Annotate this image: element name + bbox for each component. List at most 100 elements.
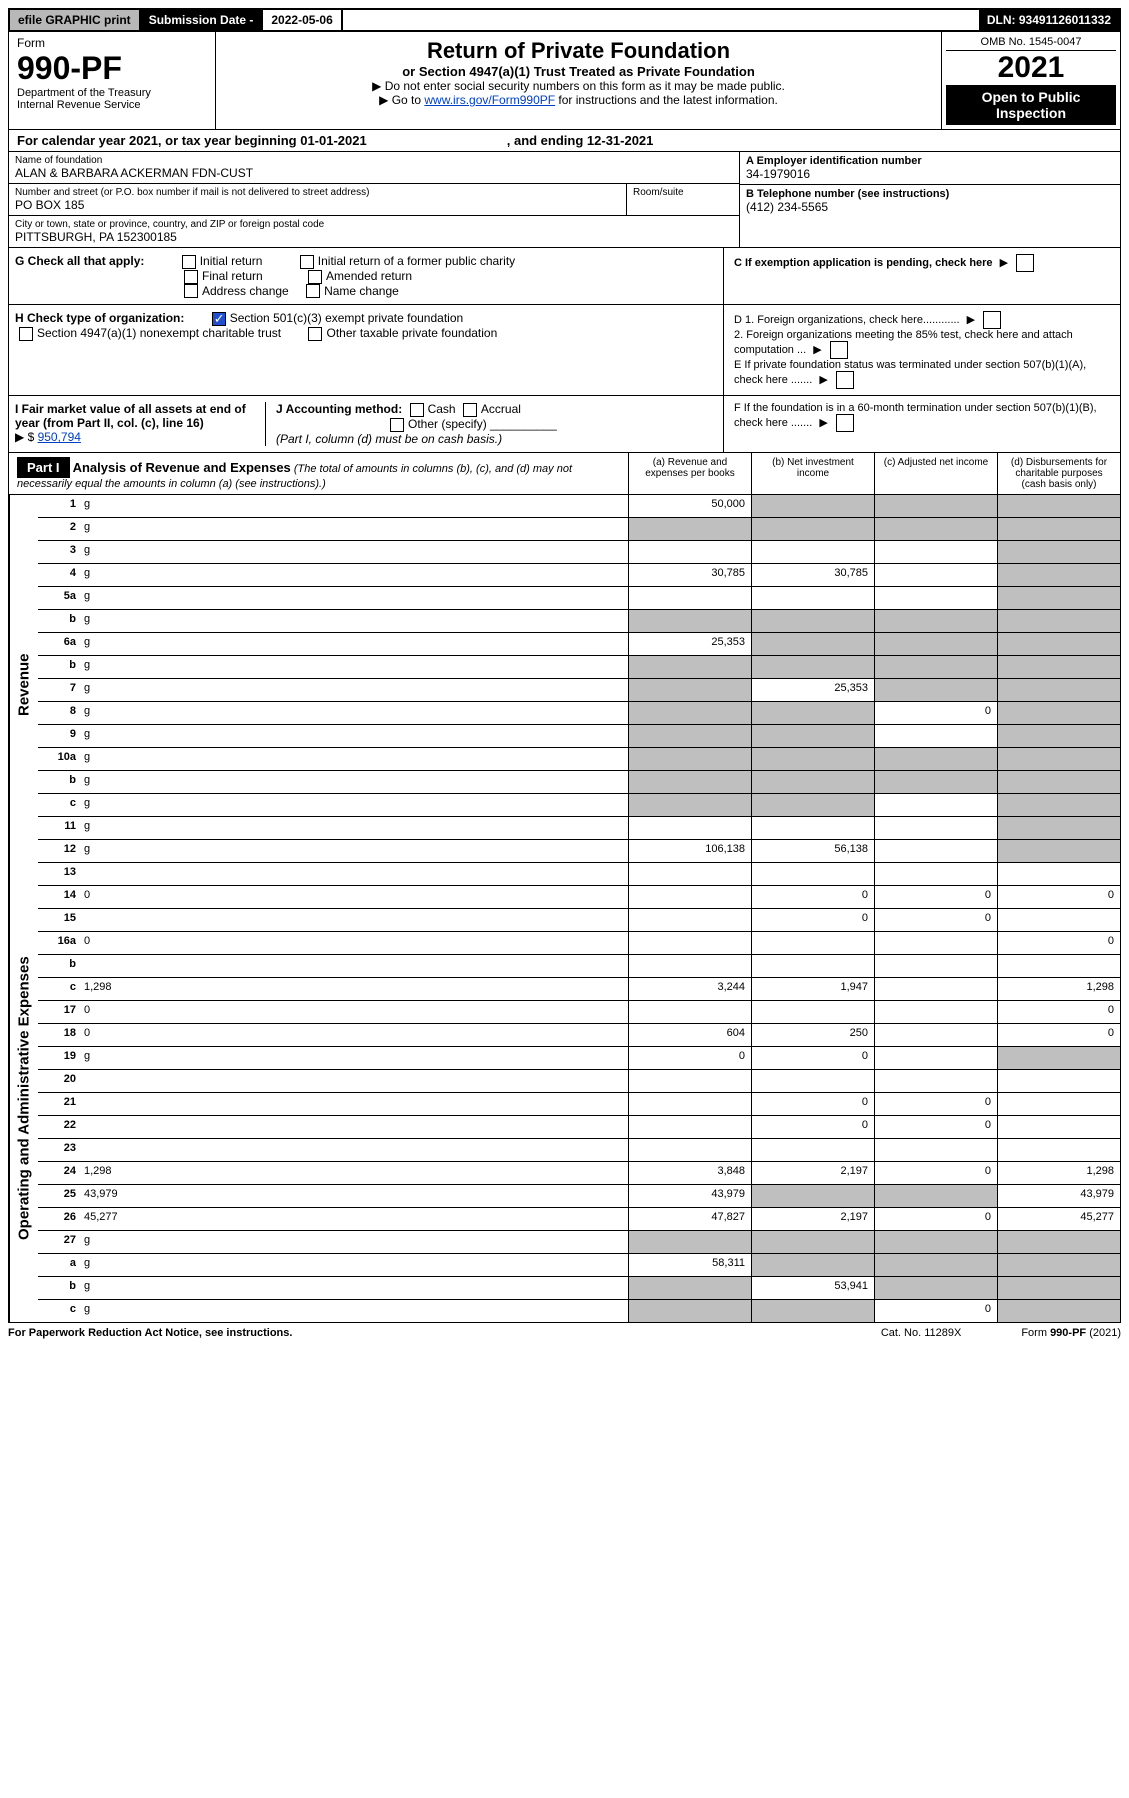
cell-c	[874, 1047, 997, 1069]
line-description: 0	[80, 886, 628, 908]
final-return-checkbox[interactable]	[184, 270, 198, 284]
cell-d: 0	[997, 886, 1120, 908]
cell-a	[628, 863, 751, 885]
col-c-header: (c) Adjusted net income	[874, 453, 997, 494]
line-description: 1,298	[80, 1162, 628, 1184]
cell-d: 1,298	[997, 978, 1120, 1000]
cell-d	[997, 702, 1120, 724]
initial-return-label: Initial return	[200, 254, 263, 268]
cell-a: 30,785	[628, 564, 751, 586]
final-return-label: Final return	[202, 269, 263, 283]
line-number: 24	[38, 1162, 80, 1184]
col-d-header: (d) Disbursements for charitable purpose…	[997, 453, 1120, 494]
4947-checkbox[interactable]	[19, 327, 33, 341]
cell-d	[997, 610, 1120, 632]
d1-checkbox[interactable]	[983, 311, 1001, 329]
instruction-goto: ▶ Go to www.irs.gov/Form990PF for instru…	[222, 93, 935, 107]
table-row: 8g0	[38, 702, 1120, 725]
line-description	[80, 863, 628, 885]
table-row: cg0	[38, 1300, 1120, 1322]
form-number: 990-PF	[17, 50, 207, 87]
line-description: g	[80, 748, 628, 770]
form-header: Form 990-PF Department of the Treasury I…	[8, 32, 1121, 130]
line-description	[80, 1116, 628, 1138]
line-number: c	[38, 1300, 80, 1322]
c-checkbox[interactable]	[1016, 254, 1034, 272]
cell-d	[997, 1254, 1120, 1276]
cell-b	[751, 1300, 874, 1322]
line-number: 21	[38, 1093, 80, 1115]
form990pf-link[interactable]: www.irs.gov/Form990PF	[424, 93, 555, 107]
cash-checkbox[interactable]	[410, 403, 424, 417]
cell-c	[874, 1185, 997, 1207]
4947-label: Section 4947(a)(1) nonexempt charitable …	[37, 326, 281, 340]
d2-checkbox[interactable]	[830, 341, 848, 359]
cell-a	[628, 1277, 751, 1299]
table-row: 12g106,13856,138	[38, 840, 1120, 863]
line-number: 22	[38, 1116, 80, 1138]
cell-b	[751, 610, 874, 632]
cell-a	[628, 817, 751, 839]
cell-a: 43,979	[628, 1185, 751, 1207]
f-label: F If the foundation is in a 60-month ter…	[734, 402, 1097, 429]
f-checkbox[interactable]	[836, 414, 854, 432]
name-change-checkbox[interactable]	[306, 284, 320, 298]
cell-a	[628, 1300, 751, 1322]
address-change-checkbox[interactable]	[184, 284, 198, 298]
line-number: 9	[38, 725, 80, 747]
table-row: 1700	[38, 1001, 1120, 1024]
address-change-label: Address change	[202, 284, 289, 298]
cell-b	[751, 1231, 874, 1253]
line-number: c	[38, 978, 80, 1000]
j-label: J Accounting method:	[276, 402, 402, 416]
cell-a	[628, 679, 751, 701]
line-number: 5a	[38, 587, 80, 609]
table-row: bg	[38, 656, 1120, 679]
initial-public-checkbox[interactable]	[300, 255, 314, 269]
line-number: 1	[38, 495, 80, 517]
e-checkbox[interactable]	[836, 371, 854, 389]
submission-date-label: Submission Date -	[141, 10, 264, 30]
initial-return-checkbox[interactable]	[182, 255, 196, 269]
cell-b	[751, 1001, 874, 1023]
table-row: bg	[38, 610, 1120, 633]
cell-d	[997, 633, 1120, 655]
fmv-link[interactable]: 950,794	[38, 430, 81, 444]
cell-a: 25,353	[628, 633, 751, 655]
cell-d	[997, 1139, 1120, 1161]
cell-c	[874, 955, 997, 977]
table-row: 7g25,353	[38, 679, 1120, 702]
cell-c: 0	[874, 909, 997, 931]
cell-b	[751, 702, 874, 724]
cell-a: 58,311	[628, 1254, 751, 1276]
line-number: 16a	[38, 932, 80, 954]
table-row: 1500	[38, 909, 1120, 932]
other-method-checkbox[interactable]	[390, 418, 404, 432]
efile-label[interactable]: efile GRAPHIC print	[10, 10, 141, 30]
other-taxable-checkbox[interactable]	[308, 327, 322, 341]
table-row: 5ag	[38, 587, 1120, 610]
d1-label: D 1. Foreign organizations, check here..…	[734, 314, 960, 326]
top-bar: efile GRAPHIC print Submission Date - 20…	[8, 8, 1121, 32]
cell-b: 0	[751, 1047, 874, 1069]
cell-d	[997, 748, 1120, 770]
cell-b	[751, 794, 874, 816]
cell-a: 50,000	[628, 495, 751, 517]
line-description: g	[80, 541, 628, 563]
cash-label: Cash	[428, 402, 456, 416]
line-description: g	[80, 817, 628, 839]
cell-c	[874, 679, 997, 701]
cell-b	[751, 1070, 874, 1092]
501c3-checkbox[interactable]	[212, 312, 226, 326]
accrual-checkbox[interactable]	[463, 403, 477, 417]
cell-b	[751, 863, 874, 885]
page-footer: For Paperwork Reduction Act Notice, see …	[8, 1323, 1121, 1339]
line-number: b	[38, 955, 80, 977]
table-row: 10ag	[38, 748, 1120, 771]
line-description: 0	[80, 932, 628, 954]
cell-a	[628, 909, 751, 931]
cell-c	[874, 633, 997, 655]
line-number: 10a	[38, 748, 80, 770]
cell-a	[628, 610, 751, 632]
amended-return-checkbox[interactable]	[308, 270, 322, 284]
